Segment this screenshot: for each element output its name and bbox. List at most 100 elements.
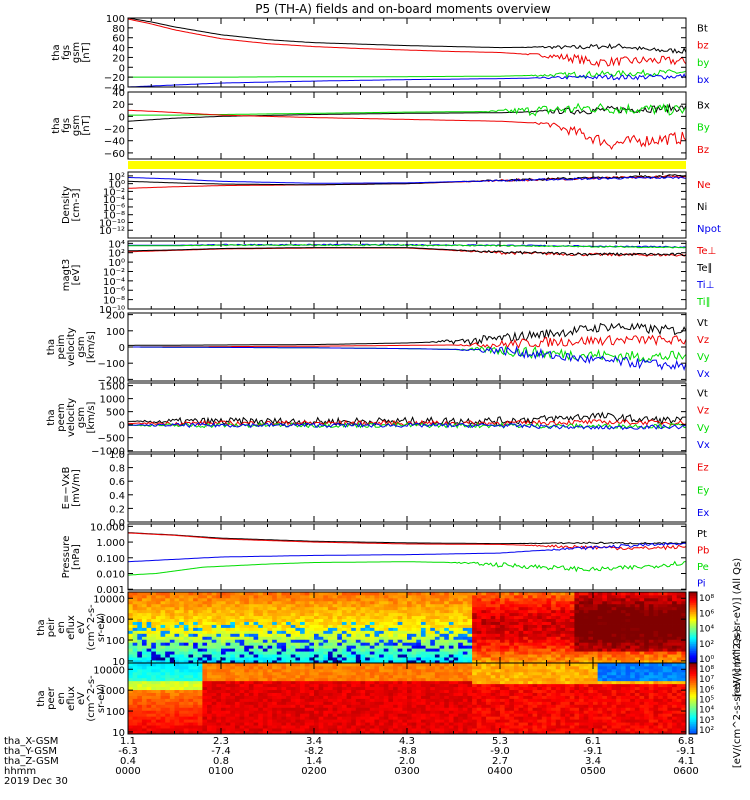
ytick-label-temperature-3: 10⁻²	[103, 267, 125, 278]
legend-pressure-1: Pb	[697, 545, 709, 556]
ytick-label-peem_velocity-3: 0	[119, 421, 125, 432]
ytick-label-peer_flux-3: 10	[112, 728, 125, 739]
legend-efield-2: Ex	[697, 508, 709, 519]
ylabel-density-0: Density	[61, 186, 72, 224]
colorbar-1-tick-6: 10²	[699, 726, 714, 736]
series-temperature-Te∥	[128, 247, 687, 257]
ylabel-peem_velocity-3: gsm	[76, 407, 87, 428]
xaxis-value-1-5: -9.1	[583, 746, 603, 757]
ylabel-temperature-1: [eV]	[71, 265, 82, 286]
ylabel-peim_velocity-2: velocity	[66, 327, 77, 366]
series-fgs_gse-By	[128, 102, 687, 117]
series-pressure-Pt	[127, 532, 687, 545]
ytick-label-temperature-4: 10⁻⁴	[103, 277, 125, 288]
ytick-label-fgs_gse-4: −40	[104, 137, 125, 148]
ytick-label-pressure-2: 0.100	[96, 554, 125, 565]
ytick-label-pressure-0: 10.000	[90, 522, 125, 533]
ytick-label-temperature-1: 10²	[108, 249, 125, 260]
ytick-label-peem_velocity-5: −1000	[91, 447, 125, 458]
ylabel-fgs_gse-1: fgs	[61, 118, 72, 133]
series-fgs_gsm-Bt	[127, 17, 687, 54]
ylabel-peir_flux-6: sr-eV)	[96, 613, 107, 642]
ytick-label-temperature-6: 10⁻⁸	[103, 296, 125, 307]
colorbar-0-tick-2: 10⁴	[699, 625, 714, 635]
series-peem_velocity-Vx	[128, 422, 687, 431]
time-axis-labels: tha_X-GSM 1.1 2.3 3.4 4.3 5.3 6.1 6.8 tha_Y-GSM -…	[4, 736, 699, 787]
xaxis-value-2-4: 2.7	[492, 756, 508, 767]
series-peim_velocity-Vz	[128, 334, 687, 349]
colorbar-1	[688, 662, 698, 735]
ytick-label-fgs_gsm-1: 80	[112, 24, 125, 35]
ytick-label-efield-4: 0.2	[109, 504, 125, 515]
colorbar-0-title: [eV/(cm^2-s-sr-eV)] (All Qs)	[732, 558, 743, 697]
ylabel-density-1: [cm-3]	[71, 188, 82, 221]
xaxis-row-label-2: tha_Z-GSM	[4, 756, 59, 767]
ylabel-peer_flux-5: (cm^2-s-	[86, 675, 97, 722]
legend-peim_velocity-3: Vx	[697, 369, 710, 380]
xaxis-value-3-6: 0600	[673, 766, 698, 777]
ylabel-temperature-0: magt3	[61, 259, 72, 292]
xaxis-value-0-5: 6.1	[585, 736, 601, 747]
ytick-label-fgs_gsm-4: 20	[112, 53, 125, 64]
ylabel-fgs_gsm-2: gsm	[71, 42, 82, 63]
legend-peim_velocity-0: Vt	[697, 318, 708, 329]
ytick-label-peim_velocity-2: 0	[119, 343, 125, 354]
ytick-label-fgs_gse-0: 40	[112, 88, 125, 99]
legend-fgs_gsm-1: bz	[697, 41, 709, 52]
ytick-label-temperature-5: 10⁻⁶	[103, 286, 125, 297]
legend-density-2: Npot	[697, 224, 721, 235]
ytick-label-efield-3: 0.4	[109, 491, 125, 502]
ytick-label-pressure-3: 0.010	[96, 570, 125, 581]
legend-peim_velocity-1: Vz	[697, 335, 709, 346]
colorbar-0-tick-4: 10⁰	[699, 655, 714, 665]
ytick-label-peir_flux-0: 10000	[93, 594, 125, 605]
xaxis-value-0-3: 4.3	[399, 736, 415, 747]
series-fgs_gsm-by	[128, 69, 687, 79]
legend-peem_velocity-3: Vx	[697, 440, 710, 451]
ylabel-peer_flux-0: tha	[36, 690, 47, 706]
ytick-label-efield-5: 0.0	[109, 518, 125, 529]
ytick-label-temperature-2: 10⁰	[108, 258, 125, 269]
legend-fgs_gsm-3: bx	[697, 75, 709, 86]
ylabel-peir_flux-5: (cm^2-s-	[86, 604, 97, 651]
series-peim_velocity-Vx	[128, 345, 687, 371]
xaxis-value-2-0: 0.4	[120, 756, 136, 767]
ytick-label-peim_velocity-4: −200	[98, 375, 125, 386]
series-fgs_gse-Bz	[127, 109, 687, 151]
colorbar-0-tick-0: 10⁸	[699, 594, 714, 604]
frame-peem_velocity	[127, 382, 687, 453]
ytick-label-peem_velocity-1: 1000	[100, 395, 125, 406]
chart-title: P5 (TH-A) fields and on-board moments ov…	[255, 2, 551, 16]
ylabel-peir_flux-4: eV	[76, 621, 87, 634]
ytick-label-efield-1: 0.8	[109, 464, 125, 475]
panel-density: Ne Ni Npot 10²10⁰10⁻²10⁻⁴10⁻⁶10⁻⁸10⁻¹⁰10⁻¹²…	[61, 171, 721, 239]
series-fgs_gsm-bz	[127, 18, 687, 68]
ylabel-peer_flux-3: eflux	[66, 686, 77, 711]
frame-efield	[127, 453, 687, 523]
panel-peem_velocity: Vt Vz Vy Vx 1500 1000 500 0 −500 −1000 tha peem velo…	[46, 382, 710, 458]
xaxis-value-3-3: 0300	[394, 766, 419, 777]
xaxis-value-2-5: 3.4	[585, 756, 601, 767]
legend-density-1: Ni	[697, 202, 707, 213]
legend-efield-1: Ey	[697, 485, 709, 496]
ytick-label-peer_flux-1: 1000	[100, 686, 125, 697]
ylabel-fgs_gse-0: tha	[51, 117, 62, 133]
status-bar-yellow	[128, 161, 686, 169]
xaxis-value-3-5: 0500	[580, 766, 605, 777]
ytick-label-density-0: 10²	[108, 172, 125, 183]
xaxis-value-3-2: 0200	[301, 766, 326, 777]
ytick-label-peim_velocity-1: 100	[106, 327, 125, 338]
xaxis-value-0-1: 2.3	[213, 736, 229, 747]
ylabel-fgs_gsm-3: [nT]	[81, 42, 92, 62]
ylabel-peir_flux-3: eflux	[66, 615, 77, 640]
ytick-label-peem_velocity-2: 500	[106, 408, 125, 419]
xaxis-value-0-2: 3.4	[306, 736, 322, 747]
frame-density	[127, 171, 687, 239]
series-fgs_gse-Bx	[127, 102, 687, 122]
panel-temperature: Te⊥ Te∥ Ti⊥ Ti∥ 10⁴10²10⁰10⁻²10⁻⁴10⁻⁶10⁻⁸10⁻…	[61, 239, 716, 316]
ytick-label-fgs_gsm-0: 100	[106, 14, 125, 25]
ytick-label-pressure-1: 1.000	[96, 538, 125, 549]
frame-temperature	[127, 240, 687, 310]
spectrogram-peer_flux	[128, 663, 687, 735]
xaxis-value-2-6: 4.1	[678, 756, 694, 767]
